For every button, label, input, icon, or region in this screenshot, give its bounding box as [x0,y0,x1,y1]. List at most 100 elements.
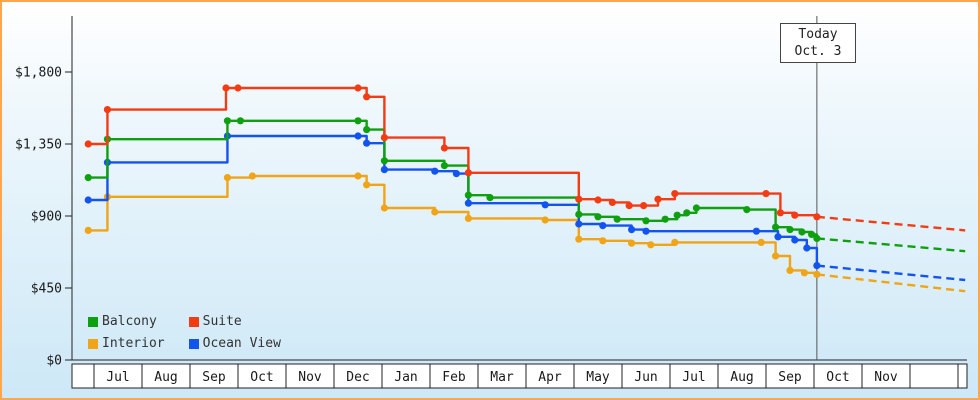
ocean-view-point [575,220,583,228]
ocean-view-point [642,227,650,235]
interior-projection-line [816,273,966,293]
balcony-point [380,157,388,165]
balcony-point [486,194,494,202]
ocean-view-point [84,196,92,204]
balcony-point [743,206,751,214]
balcony-point [236,117,244,125]
y-tick-label: $1,350 [15,138,62,153]
legend-item-suite: Suite [188,314,281,329]
interior-point [380,204,388,212]
interior-point [431,208,439,216]
ocean-view-point [791,236,799,244]
month-label: Jul [682,370,705,385]
month-label: Jun [634,370,657,385]
suite-point [608,198,617,206]
y-tick-label: $450 [31,282,62,297]
ocean-view-point [452,170,460,178]
interior-point [647,241,655,249]
month-label: Dec [346,370,369,385]
month-label: Mar [490,370,514,385]
interior-point [800,269,809,277]
balcony-point [683,209,691,217]
balcony-projection-line [816,237,966,253]
suite-point [84,140,92,148]
suite-point [813,213,821,221]
balcony-point [786,226,794,234]
interior-point [354,172,362,180]
balcony-point [440,162,448,170]
interior-series-line [88,174,819,275]
balcony-point [84,174,92,182]
interior-point [628,239,636,247]
balcony-point [464,191,472,199]
balcony-point [673,211,681,219]
month-axis-table [71,363,968,389]
ocean-view-point [380,166,388,174]
interior-color-swatch [88,338,98,349]
suite-point [640,202,648,210]
legend-item-balcony: Balcony [88,314,165,329]
balcony-point [594,213,602,221]
month-label: Nov [298,370,322,385]
suite-point [671,190,679,198]
month-label: Nov [874,370,898,385]
interior-point [786,266,794,274]
suite-point [440,144,448,152]
legend-item-interior: Interior [88,336,165,351]
ocean-view-point [354,132,362,140]
month-label: Feb [442,370,466,385]
interior-point [599,237,607,245]
today-marker: Today Oct. 3 [780,23,856,63]
ocean-view-point [541,201,549,209]
balcony-point [642,217,650,225]
suite-point [654,195,662,203]
balcony-point [223,117,232,125]
balcony-point [798,228,806,236]
suite-point [234,84,242,92]
interior-point [464,214,472,222]
ocean-view-point [752,227,761,235]
y-tick-label: $0 [46,354,62,369]
balcony-point [363,126,371,134]
chart-legend: Balcony Suite Interior Ocean View [88,314,281,351]
ocean-view-point [774,233,782,241]
suite-point [791,211,799,219]
suite-point [380,134,388,142]
interior-point [575,235,583,243]
suite-point [464,169,472,177]
balcony-color-swatch [88,316,98,327]
interior-point [757,238,765,246]
today-marker-date: Oct. 3 [794,44,842,59]
suite-point [363,93,371,101]
balcony-point [354,117,362,125]
month-label: Aug [154,370,177,385]
suite-point [625,202,633,210]
balcony-point [772,223,780,231]
balcony-point [692,204,701,212]
interior-point [541,216,549,224]
balcony-point [613,215,621,223]
legend-label-interior: Interior [102,336,165,351]
month-label: Jul [106,370,129,385]
y-tick-label: $900 [31,210,62,225]
interior-point [84,226,92,234]
y-tick-label: $1,800 [15,66,62,81]
ocean-view-point [363,139,371,147]
legend-label-suite: Suite [202,314,242,329]
month-label: Oct [826,370,849,385]
suite-point [762,190,770,198]
today-marker-title: Today [798,27,838,42]
legend-label-ocean-view: Ocean View [202,336,281,351]
suite-point [575,195,583,203]
month-label: Jan [394,370,417,385]
ocean-view-color-swatch [188,338,199,349]
interior-point [671,238,679,246]
balcony-point [661,215,669,223]
ocean-view-point [431,167,439,175]
suite-point [776,209,785,217]
suite-point [103,106,112,114]
month-label: Oct [250,370,273,385]
interior-point [813,270,821,278]
